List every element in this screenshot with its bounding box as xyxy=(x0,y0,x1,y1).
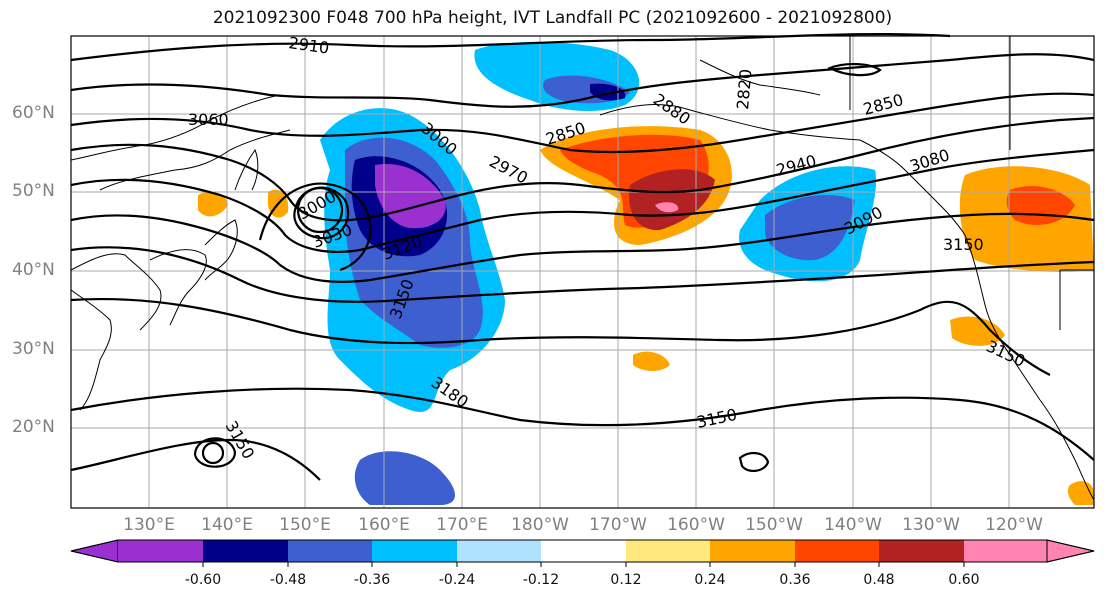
negative-blob-south xyxy=(354,451,455,505)
lat-label: 40°N xyxy=(12,260,55,280)
lon-label: 150°E xyxy=(279,515,331,535)
colorbar-tick-label: 0.24 xyxy=(694,572,726,588)
positive-blob-japan xyxy=(198,191,228,217)
colorbar-tick-label: -0.36 xyxy=(353,572,391,588)
lon-label: 160°W xyxy=(667,515,725,535)
positive-max-goa xyxy=(655,202,679,213)
lon-label: 180°W xyxy=(511,515,569,535)
colorbar-tick-label: 0.60 xyxy=(948,572,980,588)
colorbar-tick-label: 0.36 xyxy=(779,572,811,588)
colorbar-extend-high xyxy=(1046,539,1095,563)
lon-label: 140°W xyxy=(824,515,882,535)
height-contours xyxy=(70,32,1095,481)
lon-label: 140°E xyxy=(201,515,253,535)
lon-label: 120°W xyxy=(985,515,1043,535)
colorbar-tick-label: 0.48 xyxy=(863,572,895,588)
colorbar-extend-low xyxy=(70,539,119,563)
contour-label: 3060 xyxy=(188,110,229,129)
graticule xyxy=(71,36,1094,508)
map-title: 2021092300 F048 700 hPa height, IVT Land… xyxy=(212,8,893,28)
shading-layer xyxy=(198,41,1094,505)
map-frame xyxy=(70,35,1095,509)
lon-label: 130°E xyxy=(123,515,175,535)
lon-label: 170°W xyxy=(589,515,647,535)
lon-label: 150°W xyxy=(745,515,803,535)
colorbar-tick-label: -0.12 xyxy=(522,572,560,588)
lat-label: 60°N xyxy=(12,103,55,123)
colorbar-tick-label: 0.12 xyxy=(610,572,642,588)
positive-blob-hawaii xyxy=(633,351,670,372)
lat-label: 50°N xyxy=(12,181,55,201)
colorbar-tick-label: -0.24 xyxy=(438,572,476,588)
lat-label: 30°N xyxy=(12,339,55,359)
lon-label: 160°E xyxy=(358,515,410,535)
lon-label: 170°E xyxy=(436,515,488,535)
colorbar-tick-label: -0.48 xyxy=(269,572,307,588)
negative-core-central xyxy=(765,195,855,261)
colorbar-tick-label: -0.60 xyxy=(184,572,222,588)
colorbar xyxy=(70,539,1095,567)
contour-label: 3150 xyxy=(943,235,984,254)
contour-label: 2820 xyxy=(733,68,755,110)
lon-label: 130°W xyxy=(902,515,960,535)
lat-label: 20°N xyxy=(12,417,55,437)
